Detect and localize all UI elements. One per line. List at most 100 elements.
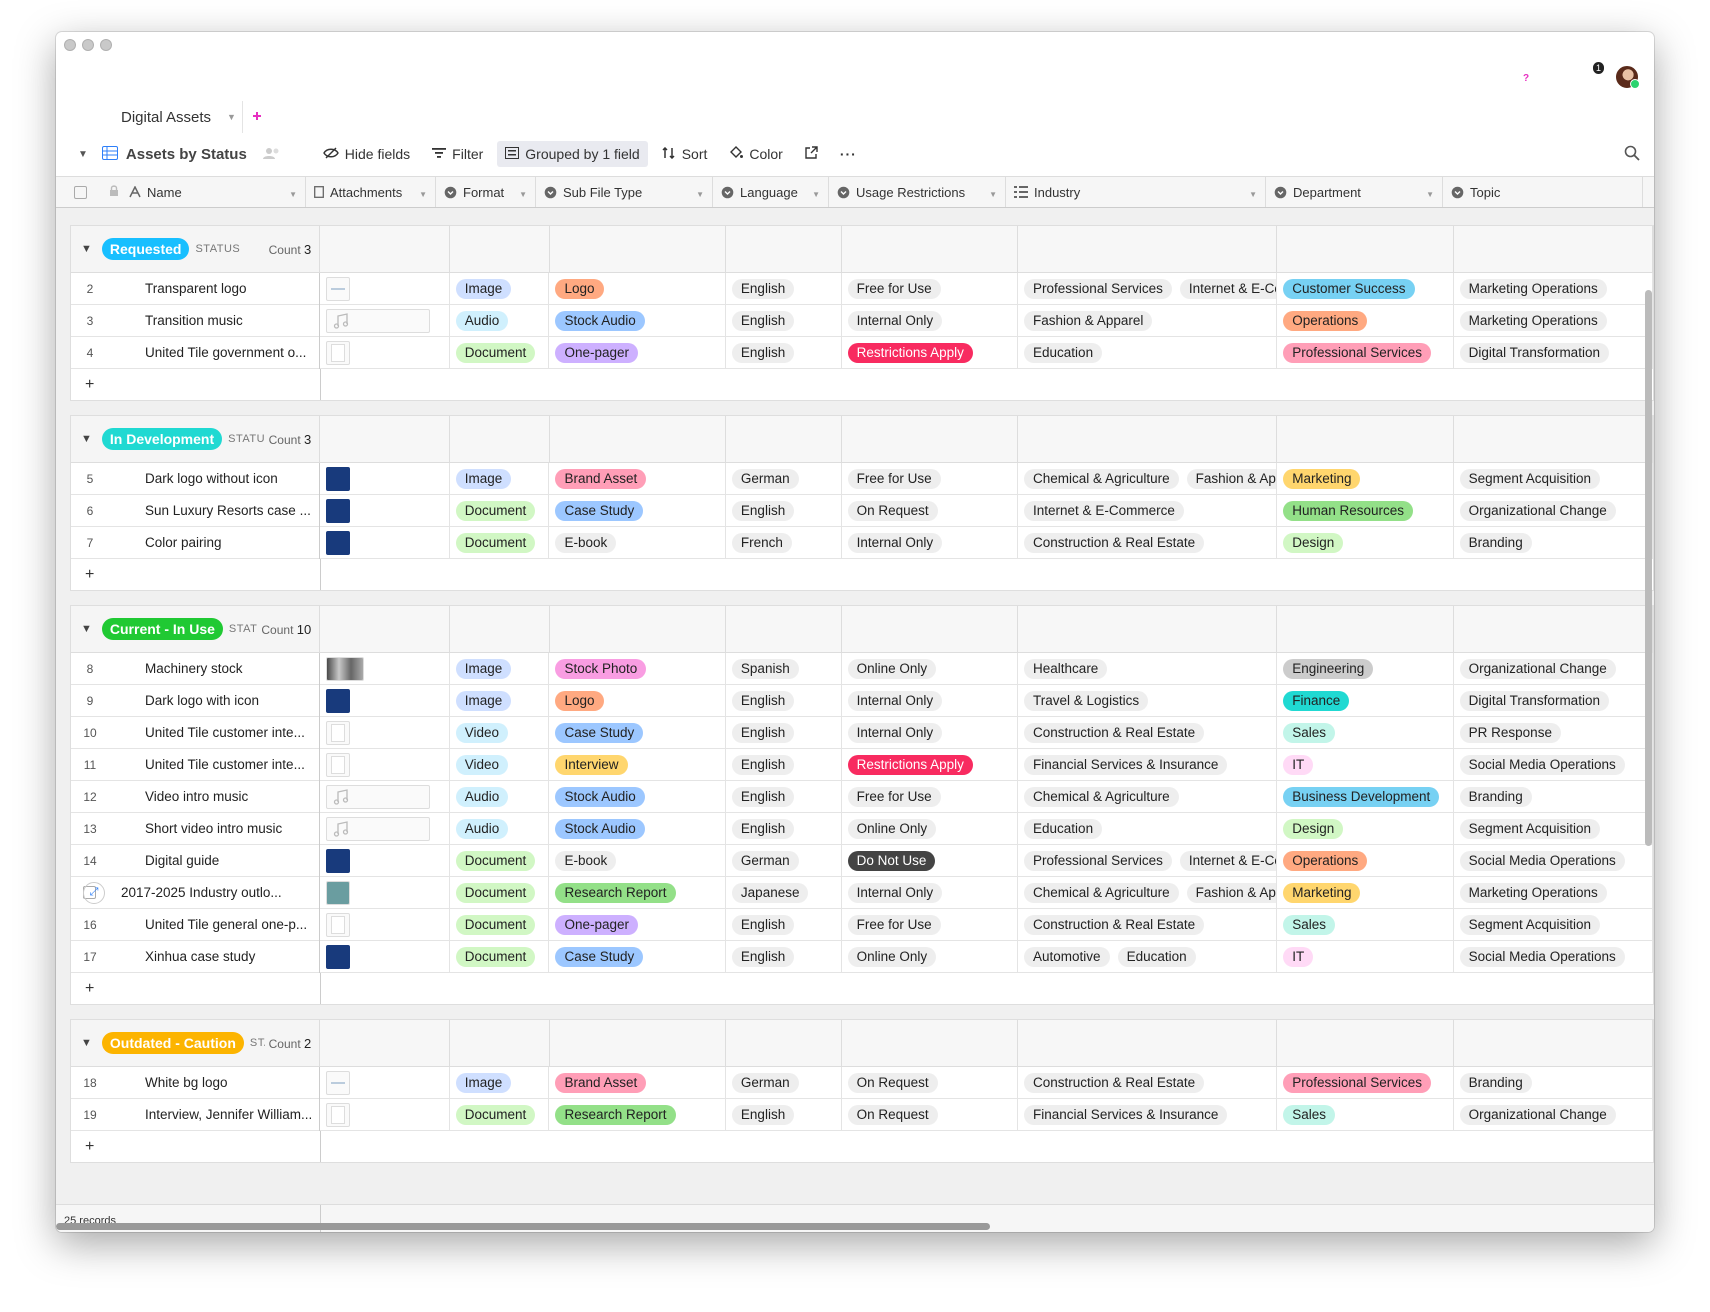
search-icon[interactable] (1624, 145, 1640, 164)
industry-cell[interactable]: Travel & Logistics (1018, 684, 1278, 717)
industry-cell[interactable]: Construction & Real Estate (1018, 526, 1278, 559)
language-cell[interactable]: English (726, 780, 842, 813)
add-record-row[interactable]: + (71, 1131, 1653, 1162)
topic-cell[interactable]: Social Media Operations (1454, 844, 1654, 877)
attachment-thumbnail[interactable] (326, 720, 351, 745)
sub-file-type-cell[interactable]: One-pager (549, 908, 726, 941)
history-icon[interactable] (1596, 109, 1612, 128)
table-row[interactable]: 7 Color pairing Document E-book French Intern… (71, 526, 1654, 559)
attachment-thumbnail[interactable] (326, 688, 351, 713)
chevron-down-icon[interactable]: ▼ (289, 190, 297, 199)
filter-button[interactable]: Filter (424, 141, 491, 167)
usage-restrictions-cell[interactable]: Online Only (842, 940, 1019, 973)
topic-cell[interactable]: Organizational Change (1454, 1098, 1654, 1131)
share-button[interactable]: SHARE (1530, 110, 1582, 126)
usage-restrictions-cell[interactable]: Free for Use (842, 780, 1019, 813)
topic-cell[interactable]: Branding (1454, 780, 1654, 813)
add-record-button[interactable]: + (71, 973, 321, 1004)
usage-restrictions-cell[interactable]: Restrictions Apply (842, 748, 1019, 781)
usage-restrictions-cell[interactable]: Free for Use (842, 462, 1019, 495)
name-cell[interactable]: 9 Dark logo with icon (71, 684, 321, 717)
attachments-cell[interactable] (320, 494, 450, 527)
attachment-thumbnail[interactable] (326, 466, 351, 491)
group-header[interactable]: ▼ In Development STATUS Count 3 (71, 416, 1653, 463)
sub-file-type-cell[interactable]: Interview (549, 748, 726, 781)
sub-file-type-cell[interactable]: Case Study (549, 494, 726, 527)
department-cell[interactable]: Sales (1277, 1098, 1454, 1131)
department-cell[interactable]: Professional Services (1277, 1066, 1454, 1099)
attachment-thumbnail[interactable] (326, 880, 351, 905)
sort-button[interactable]: Sort (654, 141, 716, 167)
format-cell[interactable]: Video (450, 748, 550, 781)
format-cell[interactable]: Document (450, 844, 550, 877)
topic-cell[interactable]: Digital Transformation (1454, 684, 1654, 717)
department-cell[interactable]: Professional Services (1277, 336, 1454, 369)
attachment-thumbnail[interactable] (326, 656, 365, 681)
usage-restrictions-cell[interactable]: Do Not Use (842, 844, 1019, 877)
industry-cell[interactable]: Healthcare (1018, 652, 1278, 685)
industry-cell[interactable]: Chemical & Agriculture Fashion & Apparel (1018, 876, 1278, 909)
format-cell[interactable]: Document (450, 940, 550, 973)
format-cell[interactable]: Document (450, 1098, 550, 1131)
views-toggle-icon[interactable]: ▼ (78, 148, 88, 160)
add-record-button[interactable]: + (71, 369, 321, 400)
sub-file-type-cell[interactable]: E-book (549, 526, 726, 559)
attachment-thumbnail[interactable] (326, 276, 351, 301)
add-record-row[interactable]: + (71, 973, 1653, 1004)
attachment-thumbnail[interactable] (326, 530, 351, 555)
topic-cell[interactable]: Branding (1454, 1066, 1654, 1099)
name-cell[interactable]: ⤢ 2017-2025 Industry outlo... (71, 876, 321, 909)
attachments-cell[interactable] (320, 748, 450, 781)
language-cell[interactable]: English (726, 336, 842, 369)
table-row[interactable]: 19 Interview, Jennifer William... Document… (71, 1098, 1654, 1131)
attachments-cell[interactable] (320, 940, 450, 973)
topic-cell[interactable]: Marketing Operations (1454, 272, 1654, 305)
usage-restrictions-cell[interactable]: On Request (842, 494, 1019, 527)
name-cell[interactable]: 19 Interview, Jennifer William... (71, 1098, 321, 1131)
table-row[interactable]: ⤢ 2017-2025 Industry outlo... Document Rese… (71, 876, 1654, 909)
language-cell[interactable]: English (726, 304, 842, 337)
table-row[interactable]: 5 Dark logo without icon Image Brand Asset G… (71, 462, 1654, 495)
format-cell[interactable]: Audio (450, 780, 550, 813)
collapse-group-icon[interactable]: ▼ (81, 1037, 92, 1049)
table-row[interactable]: 6 Sun Luxury Resorts case ... Document Case… (71, 494, 1654, 527)
industry-cell[interactable]: Education (1018, 812, 1278, 845)
usage-restrictions-cell[interactable]: Internal Only (842, 684, 1019, 717)
column-header-industry[interactable]: Industry ▼ (1006, 177, 1266, 207)
language-cell[interactable]: English (726, 684, 842, 717)
format-cell[interactable]: Document (450, 876, 550, 909)
language-cell[interactable]: English (726, 1098, 842, 1131)
topic-cell[interactable]: Social Media Operations (1454, 748, 1654, 781)
usage-restrictions-cell[interactable]: Internal Only (842, 526, 1019, 559)
attachments-cell[interactable] (320, 876, 450, 909)
industry-cell[interactable]: Professional Services Internet & E-Commer… (1018, 844, 1278, 877)
attachments-cell[interactable] (320, 462, 450, 495)
table-row[interactable]: 3 Transition music Audio Stock Audio English… (71, 304, 1654, 337)
name-cell[interactable]: 17 Xinhua case study (71, 940, 321, 973)
industry-cell[interactable]: Construction & Real Estate (1018, 908, 1278, 941)
industry-cell[interactable]: Financial Services & Insurance (1018, 1098, 1278, 1131)
topic-cell[interactable]: Social Media Operations (1454, 940, 1654, 973)
collapse-group-icon[interactable]: ▼ (81, 433, 92, 445)
table-row[interactable]: 2 Transparent logo Image Logo English Free fo… (71, 272, 1654, 305)
table-row[interactable]: 16 United Tile general one-p... Document On… (71, 908, 1654, 941)
group-button[interactable]: Grouped by 1 field (497, 141, 648, 167)
color-button[interactable]: Color (721, 141, 790, 167)
department-cell[interactable]: Human Resources (1277, 494, 1454, 527)
format-cell[interactable]: Image (450, 462, 550, 495)
industry-cell[interactable]: Construction & Real Estate (1018, 716, 1278, 749)
table-row[interactable]: 8 Machinery stock Image Stock Photo Spanish O… (71, 652, 1654, 685)
format-cell[interactable]: Image (450, 684, 550, 717)
name-cell[interactable]: 11 United Tile customer inte... (71, 748, 321, 781)
info-icon[interactable]: ⓘ (990, 70, 1004, 86)
language-cell[interactable]: English (726, 748, 842, 781)
table-row[interactable]: 10 United Tile customer inte... Video Case … (71, 716, 1654, 749)
usage-restrictions-cell[interactable]: Online Only (842, 812, 1019, 845)
attachments-cell[interactable] (320, 272, 450, 305)
language-cell[interactable]: English (726, 716, 842, 749)
department-cell[interactable]: Marketing (1277, 876, 1454, 909)
hide-fields-button[interactable]: Hide fields (315, 141, 418, 167)
table-row[interactable]: 11 United Tile customer inte... Video Inter… (71, 748, 1654, 781)
zoom-window-button[interactable] (100, 39, 112, 51)
sub-file-type-cell[interactable]: Brand Asset (549, 1066, 726, 1099)
